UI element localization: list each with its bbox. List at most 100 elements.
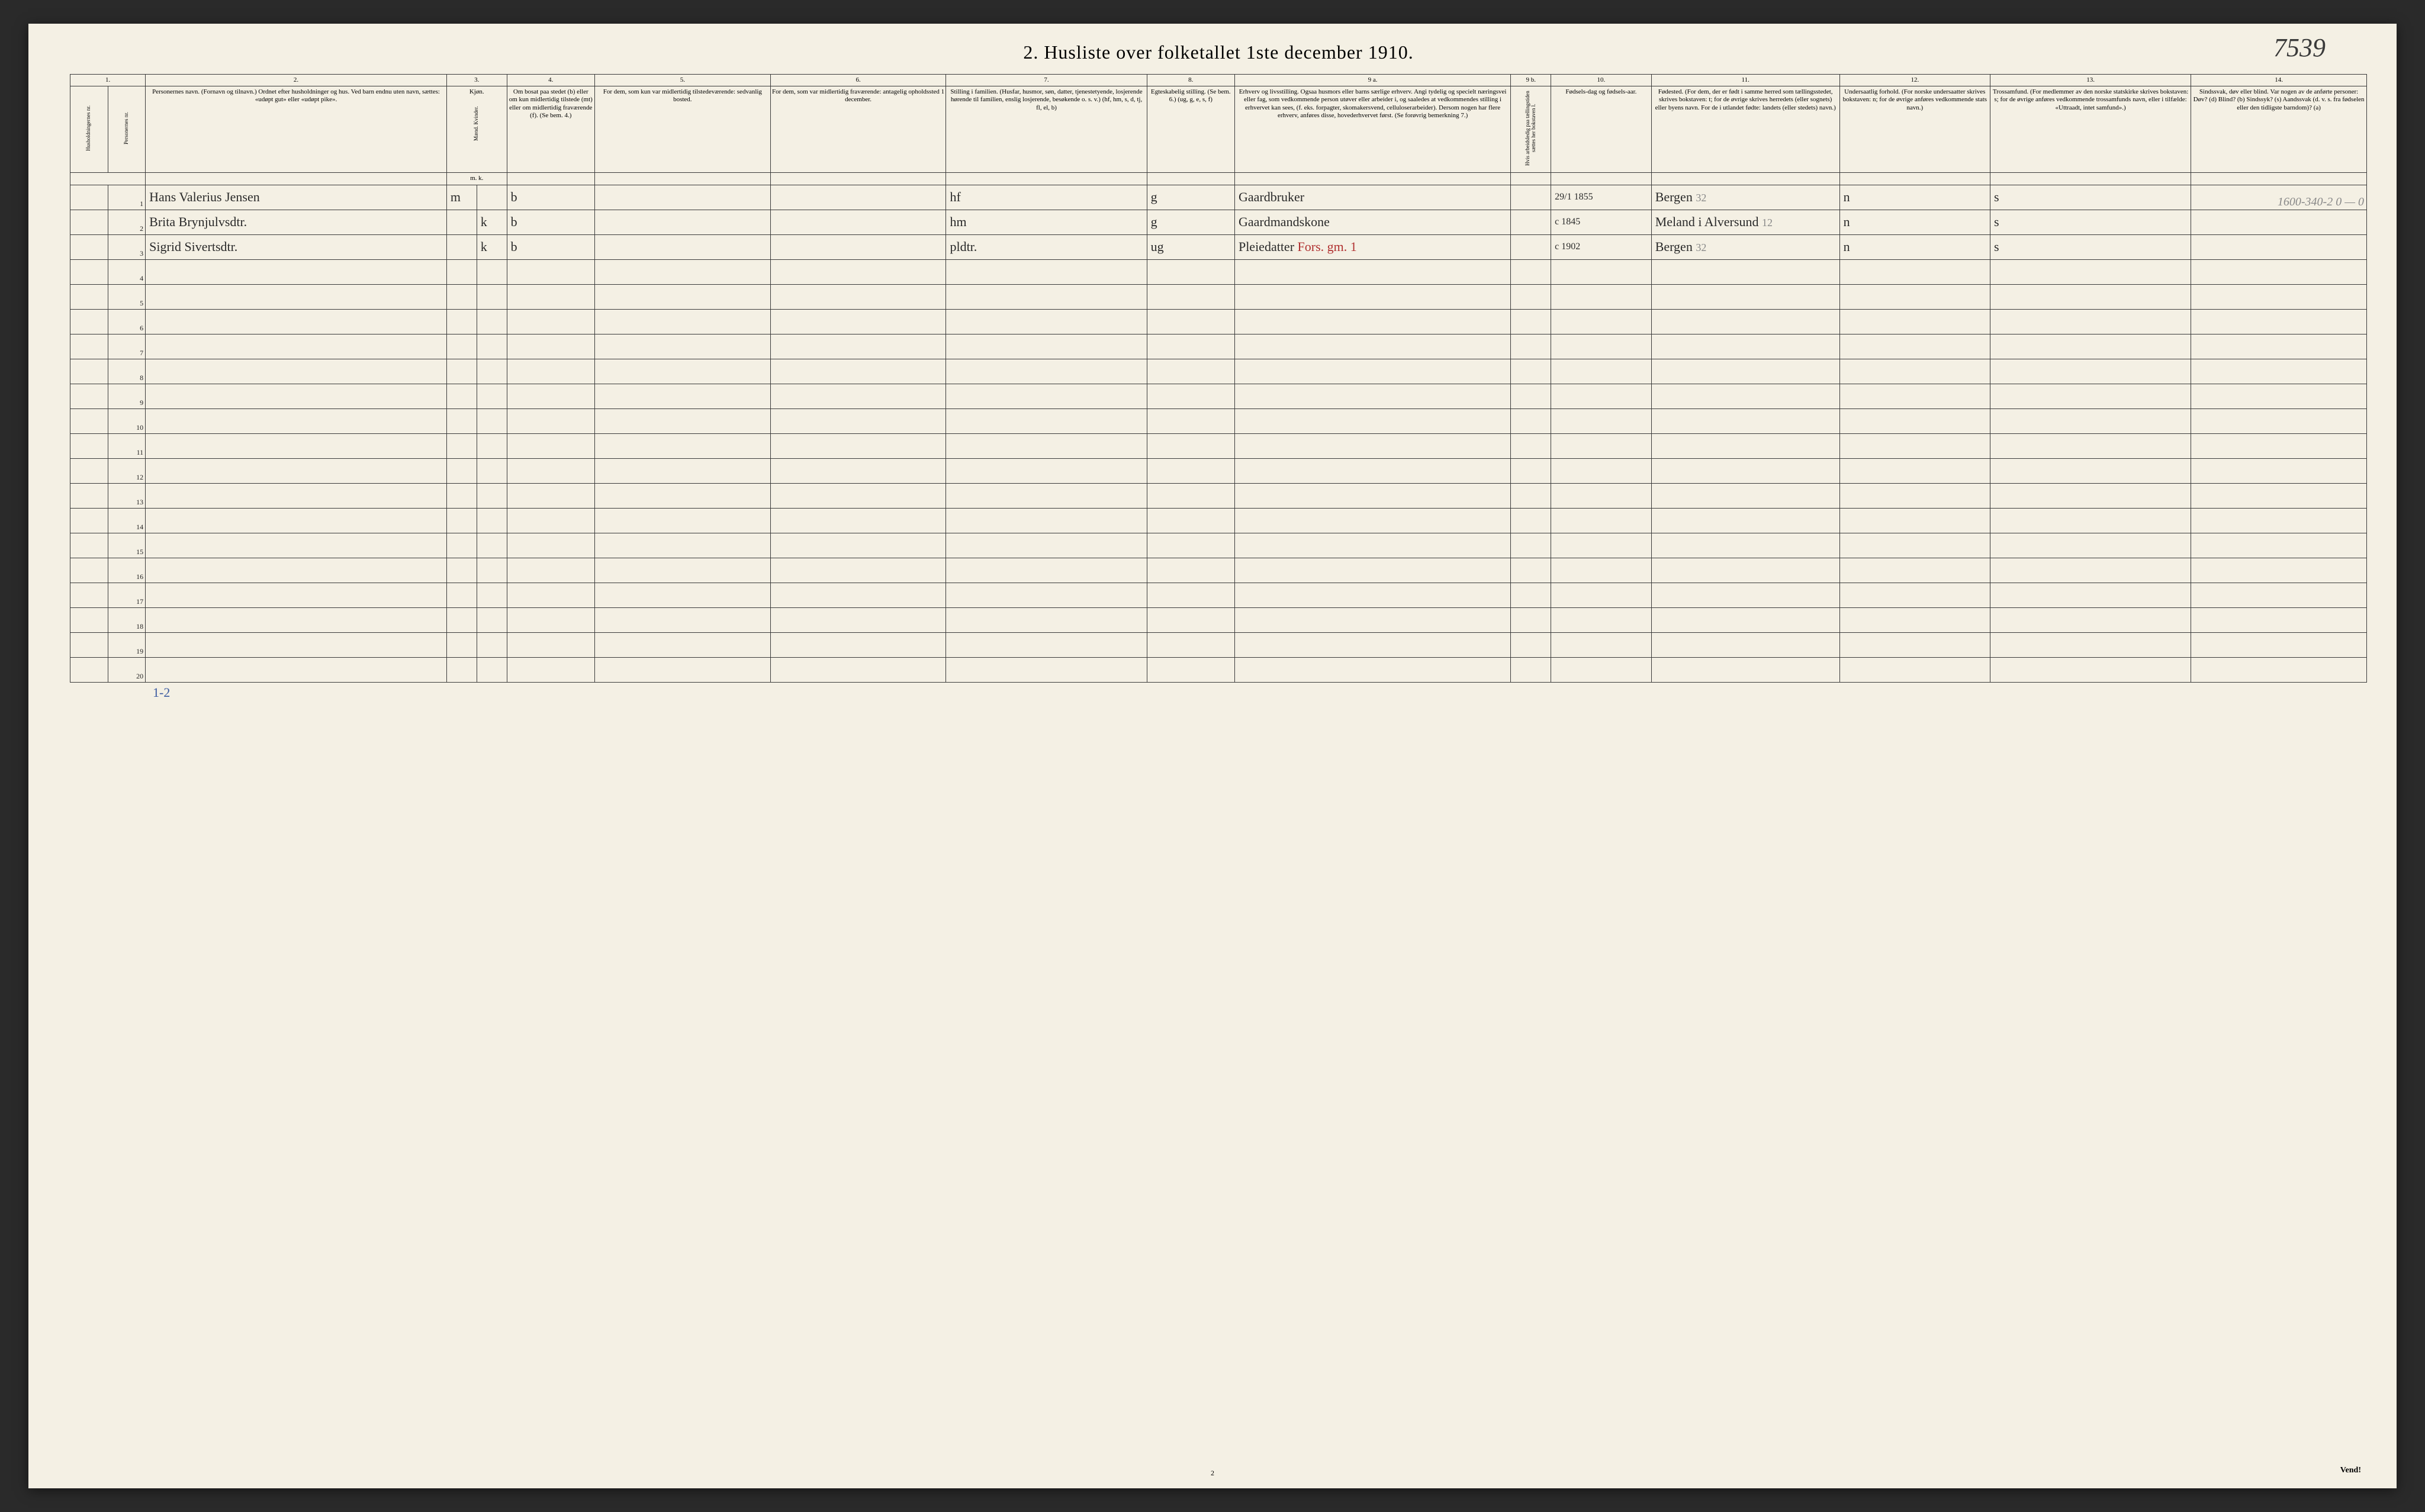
household-no-cell	[70, 185, 108, 210]
empty-cell	[770, 632, 946, 657]
household-no-cell	[70, 259, 108, 284]
table-row-empty: 15	[70, 533, 2367, 558]
empty-cell	[446, 558, 477, 583]
empty-cell	[446, 632, 477, 657]
empty-cell	[1990, 334, 2191, 359]
empty-cell	[1234, 359, 1510, 384]
empty-cell	[946, 483, 1147, 508]
empty-cell	[1511, 607, 1551, 632]
header-birthplace: Fødested. (For dem, der er født i samme …	[1651, 86, 1839, 173]
empty-cell	[446, 408, 477, 433]
empty-cell	[1234, 408, 1510, 433]
person-no-cell: 8	[108, 359, 146, 384]
empty-cell	[1990, 359, 2191, 384]
empty-cell	[146, 632, 447, 657]
person-no-cell: 15	[108, 533, 146, 558]
table-row-empty: 17	[70, 583, 2367, 607]
empty-cell	[770, 583, 946, 607]
empty-cell	[146, 408, 447, 433]
empty-cell	[1551, 657, 1652, 682]
empty-cell	[477, 384, 507, 408]
empty-cell	[1551, 384, 1652, 408]
empty-cell	[1839, 632, 1990, 657]
empty-cell	[146, 334, 447, 359]
empty-cell	[507, 433, 594, 458]
usual-residence-cell	[594, 210, 770, 234]
empty-cell	[146, 359, 447, 384]
person-no-cell: 17	[108, 583, 146, 607]
whereabouts-cell	[770, 210, 946, 234]
household-no-cell	[70, 408, 108, 433]
empty-cell	[1651, 607, 1839, 632]
empty-cell	[1551, 334, 1652, 359]
empty-cell	[2191, 533, 2367, 558]
empty-cell	[770, 508, 946, 533]
table-row-empty: 13	[70, 483, 2367, 508]
empty-cell	[446, 657, 477, 682]
name-cell: Brita Brynjulvsdtr.	[146, 210, 447, 234]
col-num-9b: 9 b.	[1511, 75, 1551, 86]
person-no-cell: 6	[108, 309, 146, 334]
empty-cell	[1234, 508, 1510, 533]
document-title: 2. Husliste over folketallet 1ste decemb…	[70, 41, 2367, 63]
empty-cell	[594, 384, 770, 408]
empty-cell	[1511, 657, 1551, 682]
empty-cell	[1990, 533, 2191, 558]
empty-cell	[477, 408, 507, 433]
empty-cell	[1511, 583, 1551, 607]
person-no-cell: 14	[108, 508, 146, 533]
marital-cell: ug	[1147, 234, 1234, 259]
empty-cell	[1651, 508, 1839, 533]
person-no-cell: 1	[108, 185, 146, 210]
col-num-8: 8.	[1147, 75, 1234, 86]
table-row-empty: 6	[70, 309, 2367, 334]
person-no-cell: 18	[108, 607, 146, 632]
sex-male-cell: m	[446, 185, 477, 210]
col-num-11: 11.	[1651, 75, 1839, 86]
empty-cell	[946, 384, 1147, 408]
occupation-cell: Pleiedatter Fors. gm. 1	[1234, 234, 1510, 259]
empty-cell	[1234, 384, 1510, 408]
column-header-row: Husholdningernes nr. Personernes nr. Per…	[70, 86, 2367, 173]
empty-cell	[594, 583, 770, 607]
col-num-3: 3.	[446, 75, 507, 86]
header-temp-absent: For dem, som var midlertidig fraværende:…	[770, 86, 946, 173]
col-num-9a: 9 a.	[1234, 75, 1510, 86]
header-family-status: Stilling i familien. (Husfar, husmor, sø…	[946, 86, 1147, 173]
empty-cell	[1147, 309, 1234, 334]
empty-cell	[477, 433, 507, 458]
empty-cell	[446, 533, 477, 558]
empty-cell	[1551, 558, 1652, 583]
empty-cell	[946, 309, 1147, 334]
empty-cell	[1551, 259, 1652, 284]
empty-cell	[594, 458, 770, 483]
empty-cell	[770, 483, 946, 508]
empty-cell	[477, 334, 507, 359]
printed-page-number: 2	[28, 1469, 2397, 1478]
unemployed-cell	[1511, 185, 1551, 210]
sex-male-cell	[446, 234, 477, 259]
empty-cell	[507, 607, 594, 632]
household-no-cell	[70, 558, 108, 583]
empty-cell	[594, 657, 770, 682]
empty-cell	[446, 259, 477, 284]
person-no-cell: 20	[108, 657, 146, 682]
empty-cell	[446, 607, 477, 632]
presence-cell: b	[507, 210, 594, 234]
header-religion: Trossamfund. (For medlemmer av den norsk…	[1990, 86, 2191, 173]
empty-cell	[594, 607, 770, 632]
empty-cell	[770, 384, 946, 408]
occupation-cell: Gaardmandskone	[1234, 210, 1510, 234]
empty-cell	[2191, 359, 2367, 384]
empty-cell	[1839, 309, 1990, 334]
empty-cell	[2191, 309, 2367, 334]
empty-cell	[1234, 433, 1510, 458]
unemployed-cell	[1511, 234, 1551, 259]
empty-cell	[146, 384, 447, 408]
empty-cell	[1839, 508, 1990, 533]
empty-cell	[1651, 583, 1839, 607]
table-row-empty: 14	[70, 508, 2367, 533]
disability-cell	[2191, 234, 2367, 259]
empty-cell	[1147, 408, 1234, 433]
empty-cell	[1839, 657, 1990, 682]
